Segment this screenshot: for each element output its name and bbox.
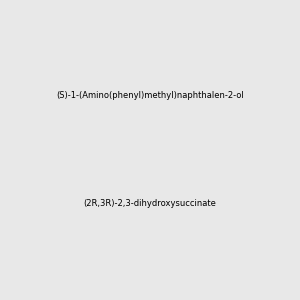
- Text: (2R,3R)-2,3-dihydroxysuccinate: (2R,3R)-2,3-dihydroxysuccinate: [84, 200, 216, 208]
- Text: (S)-1-(Amino(phenyl)methyl)naphthalen-2-ol: (S)-1-(Amino(phenyl)methyl)naphthalen-2-…: [56, 92, 244, 100]
